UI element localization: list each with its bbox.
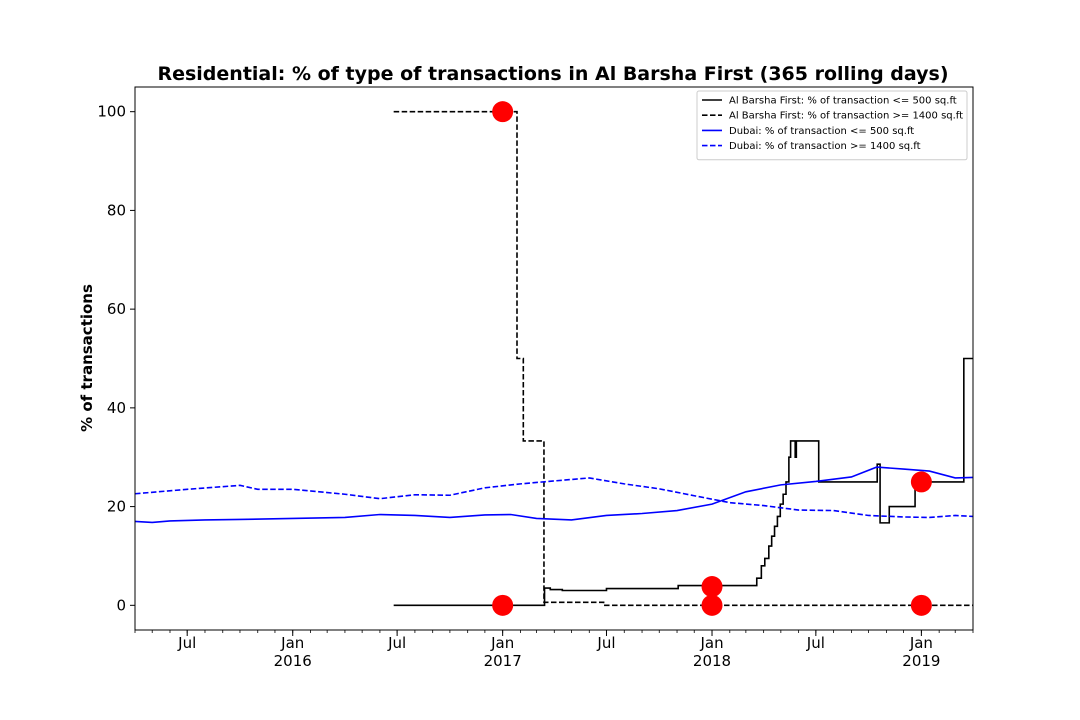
y-tick-label: 0 (116, 596, 126, 614)
marker-point-2 (492, 594, 514, 616)
x-tick-label: Jan (280, 634, 304, 652)
legend-label-3: Dubai: % of transaction <= 500 sq.ft (729, 126, 914, 137)
series-line-4 (135, 477, 973, 519)
legend-label-2: Al Barsha First: % of transaction >= 140… (729, 111, 963, 122)
plot-frame (134, 86, 974, 631)
y-tick-label: 100 (97, 103, 126, 121)
marker-point-5 (910, 471, 932, 493)
marker-point-4 (701, 594, 723, 616)
x-tick-year-label: 2016 (274, 652, 312, 670)
marker-point-1 (492, 101, 514, 123)
y-tick-label: 60 (107, 300, 126, 318)
series-line-3 (135, 466, 973, 524)
marker-point-3 (701, 576, 723, 598)
x-tick-year-label: 2019 (902, 652, 940, 670)
legend: Al Barsha First: % of transaction <= 500… (696, 90, 968, 161)
x-tick-label: Jan (490, 634, 514, 652)
y-tick-label: 20 (107, 498, 126, 516)
legend-box (696, 90, 968, 161)
x-tick-year-label: 2017 (484, 652, 522, 670)
legend-label-4: Dubai: % of transaction >= 1400 sq.ft (729, 141, 921, 152)
x-tick-label: Jul (387, 634, 406, 652)
x-tick-label: Jan (699, 634, 723, 652)
y-tick-label: 80 (107, 201, 126, 219)
x-tick-label: Jan (909, 634, 933, 652)
y-axis-label: % of transactions (78, 284, 96, 432)
legend-label-1: Al Barsha First: % of transaction <= 500… (729, 96, 957, 107)
marker-point-6 (910, 594, 932, 616)
x-tick-label: Jul (806, 634, 825, 652)
y-tick-label: 40 (107, 399, 126, 417)
series-line-2 (393, 110, 973, 607)
chart-title: Residential: % of type of transactions i… (157, 63, 948, 85)
plot-area (135, 101, 973, 616)
series-line-1 (393, 357, 973, 607)
x-tick-year-label: 2018 (693, 652, 731, 670)
x-tick-label: Jul (177, 634, 196, 652)
x-tick-label: Jul (596, 634, 615, 652)
